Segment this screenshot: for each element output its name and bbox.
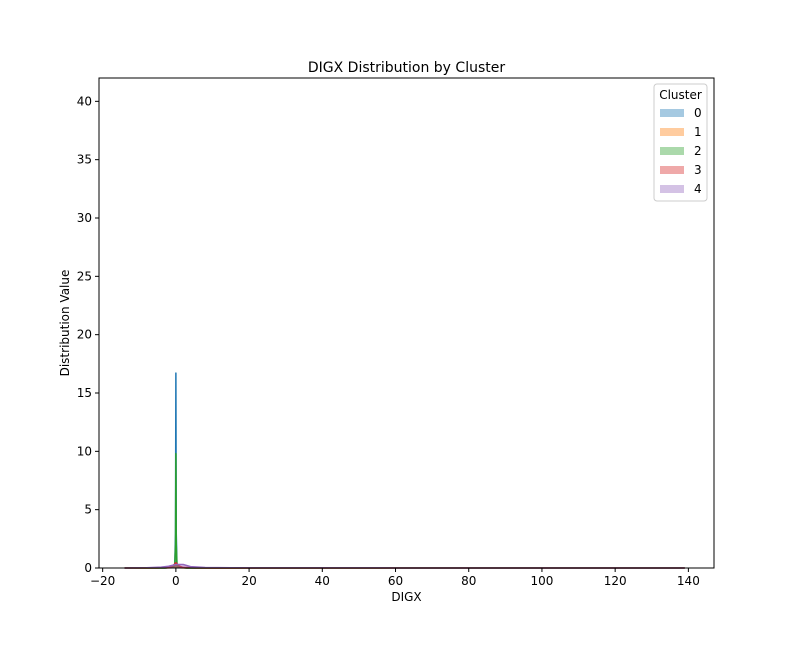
legend-box xyxy=(653,83,708,202)
legend-label-0: 0 xyxy=(694,106,702,120)
y-tick-label: 5 xyxy=(84,503,92,517)
y-tick-label: 35 xyxy=(77,153,92,167)
legend-swatch-2 xyxy=(660,147,684,155)
y-tick-label: 10 xyxy=(77,444,92,458)
legend-swatch-3 xyxy=(660,166,684,174)
y-tick-label: 40 xyxy=(77,94,92,108)
x-axis: −20 0 20 40 60 80 100 120 140 xyxy=(90,568,700,588)
legend-swatch-1 xyxy=(660,128,684,136)
y-tick-label: 0 xyxy=(84,561,92,575)
legend-label-3: 3 xyxy=(694,163,702,177)
chart-title: DIGX Distribution by Cluster xyxy=(308,60,505,76)
x-tick-label: 120 xyxy=(604,574,627,588)
legend-title: Cluster xyxy=(659,88,702,102)
plot-frame xyxy=(98,77,715,569)
x-tick-label: −20 xyxy=(90,574,115,588)
y-tick-label: 25 xyxy=(77,269,92,283)
x-tick-label: 140 xyxy=(677,574,700,588)
y-axis-label: Distribution Value xyxy=(58,270,72,377)
y-tick-label: 15 xyxy=(77,386,92,400)
legend: Cluster 0 1 2 3 4 xyxy=(653,83,708,202)
y-tick-label: 30 xyxy=(77,211,92,225)
x-tick-label: 100 xyxy=(530,574,553,588)
x-tick-label: 0 xyxy=(172,574,180,588)
legend-swatch-0 xyxy=(660,109,684,117)
legend-label-4: 4 xyxy=(694,182,702,196)
y-tick-label: 20 xyxy=(77,328,92,342)
x-tick-label: 20 xyxy=(241,574,256,588)
x-axis-label: DIGX xyxy=(391,590,421,604)
x-tick-label: 80 xyxy=(461,574,476,588)
legend-items: 0 1 2 3 4 xyxy=(660,106,702,196)
x-tick-label: 60 xyxy=(388,574,403,588)
legend-label-2: 2 xyxy=(694,144,702,158)
legend-label-1: 1 xyxy=(694,125,702,139)
y-axis: 0 5 10 15 20 25 30 35 40 xyxy=(77,94,99,575)
series-3-area xyxy=(124,562,685,568)
x-tick-label: 40 xyxy=(315,574,330,588)
legend-swatch-4 xyxy=(660,185,684,193)
